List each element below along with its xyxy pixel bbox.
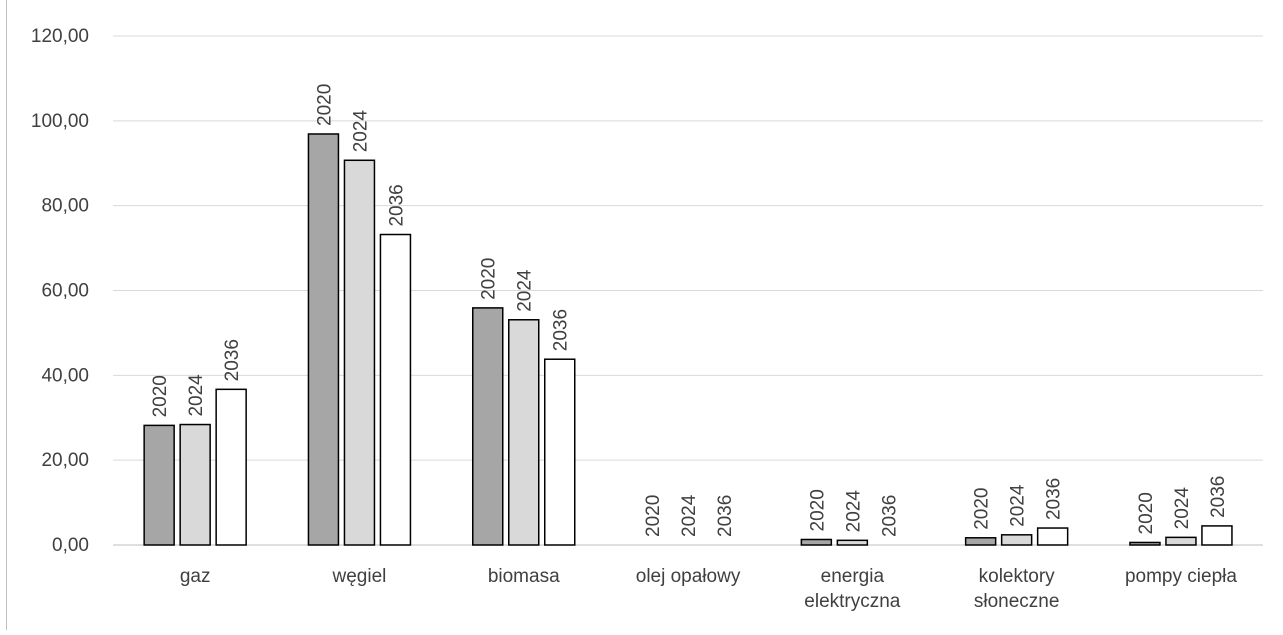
bar-labels: 2020 2024 2036 2020 2024 2036 2020 2024 2036 2020…	[150, 84, 1229, 537]
chart-frame-edge	[6, 0, 7, 630]
x-category-label: pompy ciepła	[1125, 566, 1237, 587]
bar-label: 2024	[843, 490, 864, 533]
bar-label: 2036	[1044, 478, 1065, 520]
bar	[143, 424, 175, 546]
bar	[544, 358, 576, 546]
bars	[143, 133, 1233, 546]
gridlines	[113, 35, 1263, 546]
bar-label: 2020	[972, 488, 993, 530]
bar	[836, 539, 869, 546]
y-tick-label: 120,00	[31, 26, 89, 47]
bar	[179, 423, 211, 546]
bar-label: 2024	[1008, 484, 1029, 527]
bar	[1165, 536, 1197, 546]
bar-label: 2036	[551, 309, 572, 351]
bar-label: 2020	[643, 495, 664, 537]
bar	[215, 388, 247, 546]
bar-label: 2020	[479, 258, 500, 300]
y-tick-label: 0,00	[52, 535, 89, 556]
bar-label: 2024	[350, 110, 371, 153]
bar-label: 2020	[1136, 492, 1157, 534]
bar	[1036, 527, 1069, 546]
bar-label: 2024	[515, 269, 536, 312]
x-category-label: węgiel	[332, 566, 387, 587]
bar	[343, 159, 376, 546]
y-tick-label: 100,00	[31, 111, 89, 132]
bar-label: 2020	[807, 489, 828, 531]
bar-label: 2024	[186, 374, 207, 417]
bar	[964, 537, 997, 546]
bar-label: 2036	[1208, 476, 1229, 518]
y-axis-tick-labels: 0,00 20,00 40,00 60,00 80,00 100,00 120,00	[31, 26, 89, 556]
bar-label: 2020	[150, 375, 171, 417]
bar	[379, 233, 412, 546]
y-tick-label: 60,00	[41, 281, 89, 302]
bar	[508, 319, 540, 546]
bar-label: 2036	[222, 339, 243, 381]
bar	[1129, 541, 1161, 546]
x-category-label: gaz	[180, 566, 211, 587]
x-category-label: energia elektryczna	[804, 566, 901, 612]
bar-label: 2036	[386, 184, 407, 226]
bar	[1201, 525, 1233, 546]
bar	[800, 538, 833, 546]
bar-label: 2024	[679, 494, 700, 537]
x-category-label: kolektory słoneczne	[974, 566, 1060, 612]
bar	[1000, 534, 1033, 546]
y-tick-label: 20,00	[41, 450, 89, 471]
x-category-label: olej opałowy	[636, 566, 741, 587]
x-axis-category-labels: gaz węgiel biomasa olej opałowy energia elekt…	[180, 566, 1238, 612]
x-category-label: biomasa	[488, 566, 560, 587]
bar-label: 2036	[879, 495, 900, 537]
bar	[472, 307, 504, 546]
bar	[307, 133, 340, 546]
y-tick-label: 80,00	[41, 196, 89, 217]
bar-label: 2020	[314, 84, 335, 126]
bar-label: 2024	[1172, 487, 1193, 530]
bar-label: 2036	[715, 495, 736, 537]
y-tick-label: 40,00	[41, 365, 89, 386]
